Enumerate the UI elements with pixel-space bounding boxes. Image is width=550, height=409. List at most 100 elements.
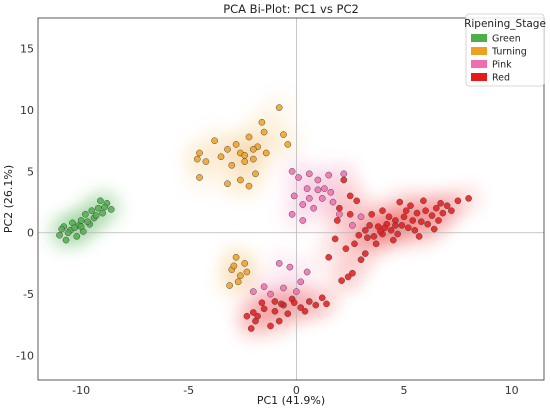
point-green: [58, 225, 66, 233]
point-red: [435, 217, 442, 224]
point-red: [437, 199, 444, 207]
point-pink: [267, 290, 274, 298]
y-tick-label: 0: [27, 227, 34, 240]
point-pink: [303, 185, 311, 192]
point-turning: [241, 260, 249, 267]
point-red: [404, 224, 412, 232]
point-pink: [293, 288, 300, 295]
point-red: [428, 212, 436, 219]
point-green: [94, 204, 102, 212]
point-pink: [305, 195, 313, 202]
legend: Ripening_Stage Green Turning Pink Red: [464, 13, 546, 87]
point-green: [73, 233, 81, 240]
point-red: [357, 256, 365, 264]
point-red: [355, 231, 363, 239]
point-red: [361, 250, 369, 257]
point-pink: [275, 260, 283, 267]
legend-label-turning: Turning: [491, 47, 527, 58]
series-green: [56, 197, 115, 244]
scatter-points: [56, 104, 472, 332]
point-turning: [237, 176, 244, 184]
point-red: [275, 317, 283, 325]
point-turning: [245, 182, 253, 190]
legend-entries: Green Turning Pink Red: [471, 34, 527, 84]
point-red: [364, 234, 371, 242]
point-turning: [226, 282, 233, 289]
point-pink: [280, 284, 287, 292]
point-red: [372, 240, 380, 248]
point-turning: [193, 155, 201, 163]
legend-swatch-pink: [471, 60, 487, 68]
point-green: [82, 210, 89, 218]
point-pink: [305, 170, 313, 178]
chart-title: PCA Bi-Plot: PC1 vs PC2: [223, 2, 359, 16]
point-red: [351, 240, 358, 248]
point-red: [396, 198, 404, 206]
point-pink: [357, 213, 365, 221]
point-green: [62, 236, 70, 244]
point-turning: [232, 253, 240, 261]
point-red: [284, 310, 292, 318]
point-green: [101, 203, 109, 211]
x-axis-ticks: -10 -5 0 5 10: [72, 384, 519, 397]
point-pink: [288, 168, 296, 175]
x-tick-label: -5: [183, 384, 194, 397]
point-red: [407, 202, 414, 210]
legend-label-pink: Pink: [492, 60, 512, 71]
legend-label-red: Red: [492, 73, 510, 84]
point-pink: [327, 188, 335, 196]
point-pink: [329, 198, 337, 206]
point-red: [387, 226, 395, 234]
point-pink: [314, 176, 322, 184]
point-red: [323, 300, 330, 308]
point-turning: [196, 149, 203, 157]
point-turning: [262, 149, 270, 157]
point-turning: [249, 155, 257, 163]
point-green: [71, 224, 78, 232]
point-turning: [224, 180, 231, 188]
point-green: [92, 212, 100, 219]
point-green: [84, 218, 91, 226]
point-red: [277, 300, 285, 308]
point-red: [417, 218, 425, 226]
point-red: [379, 207, 386, 215]
point-red: [361, 226, 369, 234]
point-pink: [295, 174, 302, 181]
point-pink: [321, 185, 328, 192]
point-red: [394, 230, 401, 238]
point-red: [297, 304, 305, 311]
point-red: [432, 204, 440, 212]
point-red: [389, 236, 397, 244]
point-red: [415, 233, 423, 240]
y-tick-label: 10: [20, 104, 34, 117]
point-red: [271, 298, 279, 305]
point-pink: [310, 204, 317, 212]
point-red: [290, 299, 298, 307]
point-red: [336, 204, 343, 212]
point-red: [252, 317, 259, 325]
point-pink: [340, 170, 348, 178]
point-turning: [237, 272, 244, 280]
point-red: [392, 222, 399, 229]
point-red: [377, 228, 384, 235]
point-red: [353, 197, 361, 205]
legend-swatch-green: [471, 34, 487, 42]
point-red: [422, 207, 429, 215]
point-red: [271, 307, 279, 315]
point-pink: [336, 210, 343, 218]
point-red: [258, 299, 266, 307]
series-pink: [249, 168, 365, 298]
point-red: [249, 309, 257, 316]
point-red: [318, 294, 326, 302]
point-turning: [284, 141, 292, 148]
point-red: [260, 305, 268, 313]
point-red: [331, 235, 339, 243]
legend-swatch-red: [471, 73, 487, 81]
y-tick-label: -10: [16, 350, 34, 363]
y-axis-label: PC2 (26.1%): [2, 165, 15, 233]
point-turning: [241, 158, 249, 165]
point-red: [398, 222, 406, 229]
point-red: [346, 210, 354, 218]
point-turning: [280, 131, 287, 138]
